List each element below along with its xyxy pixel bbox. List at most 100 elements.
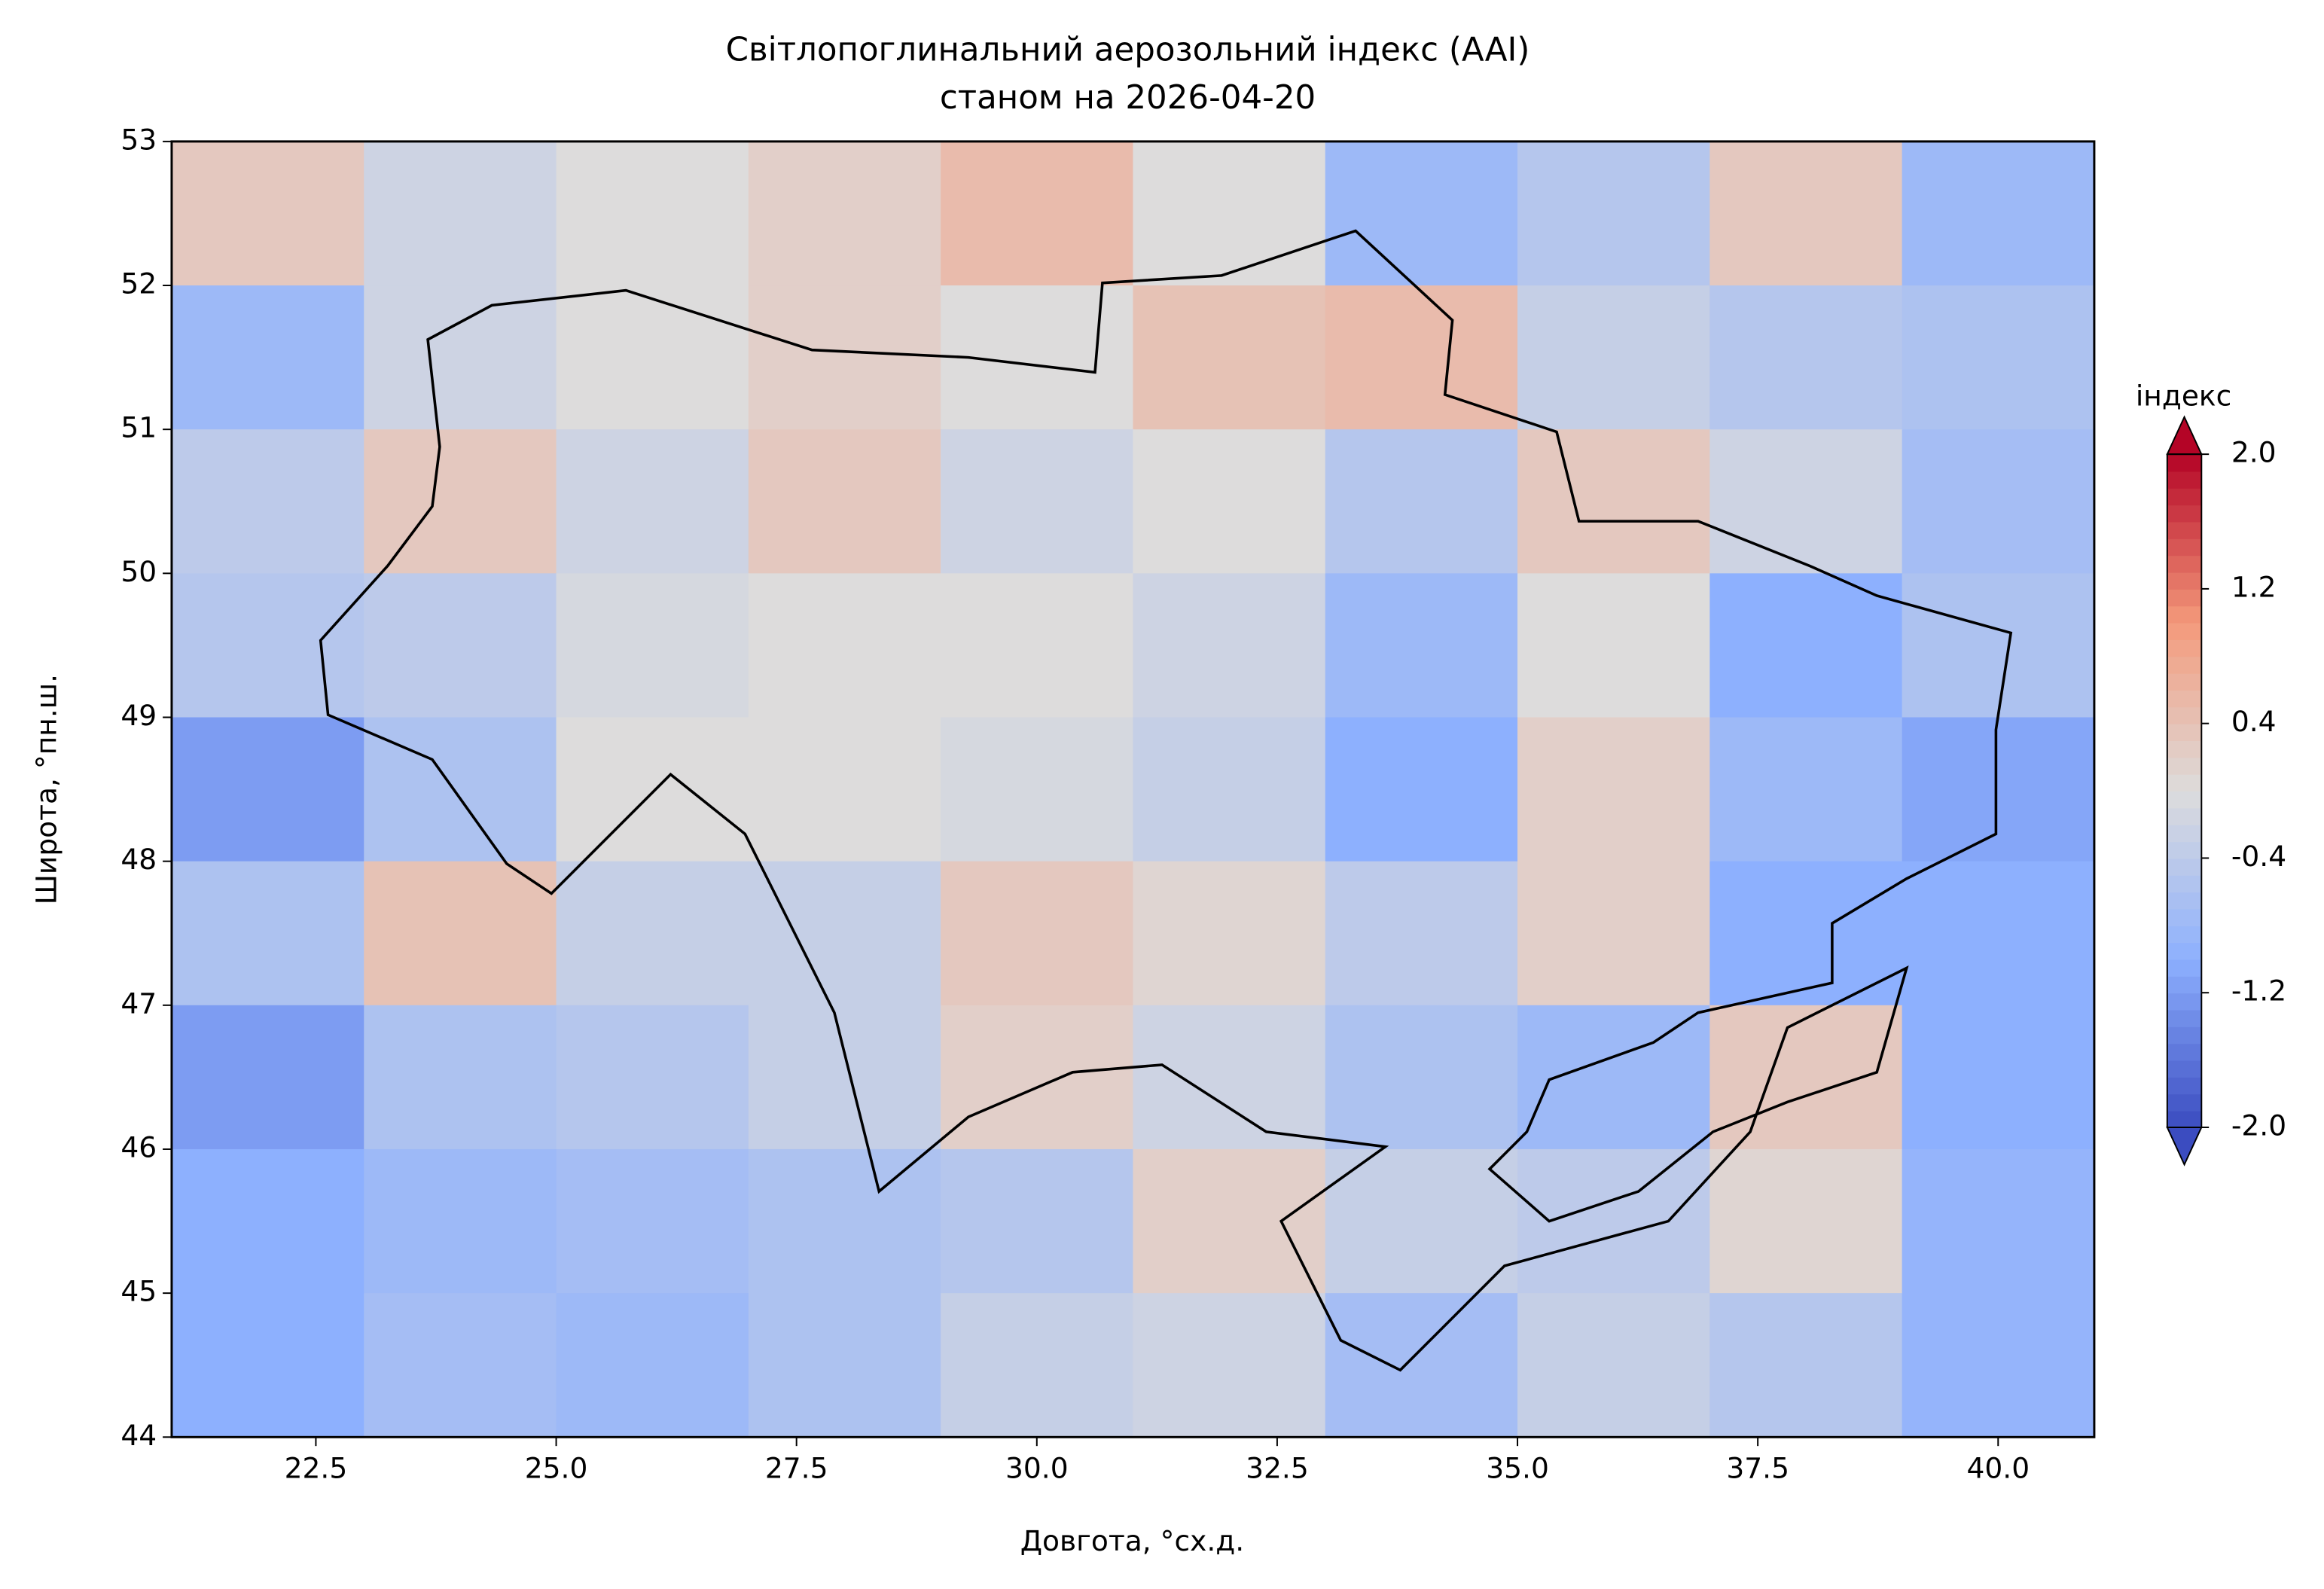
field-cell — [1709, 1148, 1903, 1295]
field-cell — [1325, 861, 1519, 1006]
field-cell — [1902, 285, 2094, 431]
field-cell — [941, 141, 1134, 287]
field-cell — [364, 429, 557, 575]
colorbar-step — [2167, 538, 2202, 557]
field-cell — [364, 141, 557, 287]
colorbar-step — [2167, 588, 2202, 607]
field-cell — [748, 717, 942, 862]
colorbar-label: індекс — [2136, 379, 2231, 412]
colorbar-extend — [2166, 415, 2203, 456]
field-cell — [748, 1148, 942, 1295]
field-cell — [556, 1005, 749, 1150]
y-tick-label: 50 — [120, 555, 157, 588]
colorbar-step — [2167, 925, 2202, 944]
field-cell — [1902, 717, 2094, 862]
field-cell — [364, 285, 557, 431]
plot-frame — [170, 140, 2096, 1438]
colorbar-step — [2167, 1026, 2202, 1045]
colorbar-step — [2167, 807, 2202, 825]
colorbar-step — [2167, 773, 2202, 792]
colorbar-step — [2167, 1043, 2202, 1061]
colorbar: 2.0 1.2 0.4 -0.4 -1.2 -2.0 — [2166, 415, 2286, 1167]
colorbar-step — [2167, 622, 2202, 640]
field-cell — [364, 1293, 557, 1438]
colorbar-tick-label: -2.0 — [2231, 1109, 2286, 1142]
field-cell — [1517, 1148, 1711, 1295]
x-tick-label: 35.0 — [1486, 1451, 1549, 1484]
field-cell — [1133, 1148, 1326, 1295]
colorbar-step — [2167, 1009, 2202, 1027]
field-cell — [941, 429, 1134, 575]
y-tick-label: 51 — [120, 411, 157, 444]
x-tick-label: 32.5 — [1246, 1451, 1309, 1484]
colorbar-step — [2167, 505, 2202, 523]
field-cell — [1325, 141, 1519, 287]
x-tick-label: 22.5 — [285, 1451, 348, 1484]
colorbar-frame — [2166, 453, 2203, 1128]
field — [171, 141, 2094, 1438]
colorbar-step — [2167, 892, 2202, 910]
field-cell — [556, 861, 749, 1006]
field-cell — [1709, 141, 1903, 287]
colorbar-step — [2167, 824, 2202, 843]
colorbar-tick-label: -1.2 — [2231, 974, 2286, 1008]
chart-title: Світлопоглинальний аерозольний індекс (A… — [726, 32, 1530, 69]
colorbar-step — [2167, 908, 2202, 926]
field-cell — [941, 861, 1134, 1006]
colorbar-step — [2167, 521, 2202, 539]
field-cell — [556, 1148, 749, 1295]
field-cell — [941, 1293, 1134, 1438]
field-cell — [556, 1293, 749, 1438]
colorbar-step — [2167, 858, 2202, 876]
field-cell — [1133, 1293, 1326, 1438]
field-cell — [1902, 573, 2094, 718]
field-cell — [1517, 141, 1711, 287]
colorbar-step — [2167, 639, 2202, 657]
colorbar-tick-label: 1.2 — [2231, 570, 2277, 603]
field-cell — [364, 1148, 557, 1295]
field-cell — [1517, 573, 1711, 718]
field-cell — [1325, 1005, 1519, 1150]
field-cell — [748, 429, 942, 575]
colorbar-step — [2167, 975, 2202, 994]
y-tick-label: 44 — [120, 1419, 157, 1452]
field-cell — [171, 429, 365, 575]
field-cell — [1133, 285, 1326, 431]
field-cell — [748, 1005, 942, 1150]
field-cell — [1709, 429, 1903, 575]
field-cell — [171, 285, 365, 431]
colorbar-step — [2167, 757, 2202, 775]
field-cell — [1902, 861, 2094, 1006]
field-cell — [171, 573, 365, 718]
colorbar-step — [2167, 1110, 2202, 1128]
field-cell — [1133, 1005, 1326, 1150]
field-cell — [1517, 861, 1711, 1006]
colorbar-step — [2167, 572, 2202, 590]
field-cell — [556, 285, 749, 431]
border — [319, 229, 2013, 1372]
colorbar-tick-label: 0.4 — [2231, 705, 2277, 738]
colorbar-step — [2167, 723, 2202, 742]
colorbar-step — [2167, 471, 2202, 489]
x-tick-label: 25.0 — [525, 1451, 588, 1484]
field-cell — [1902, 1148, 2094, 1295]
y-tick-label: 52 — [120, 267, 157, 300]
field-cell — [171, 1005, 365, 1150]
colorbar-tick-label: -0.4 — [2231, 840, 2286, 873]
colorbar-step — [2167, 487, 2202, 506]
colorbar-step — [2167, 841, 2202, 859]
field-cell — [1133, 573, 1326, 718]
field-cell — [748, 861, 942, 1006]
field-cell — [1517, 1005, 1711, 1150]
field-cell — [1709, 1293, 1903, 1438]
field-cell — [1709, 717, 1903, 862]
y-tick-label: 45 — [120, 1275, 157, 1308]
field-cell — [748, 285, 942, 431]
field-cell — [1902, 1293, 2094, 1438]
field-cell — [1133, 141, 1326, 287]
y-tick-label: 47 — [120, 987, 157, 1020]
colorbar-step — [2167, 555, 2202, 573]
colorbar-step — [2167, 656, 2202, 674]
colorbar-tick-label: 2.0 — [2231, 436, 2277, 469]
